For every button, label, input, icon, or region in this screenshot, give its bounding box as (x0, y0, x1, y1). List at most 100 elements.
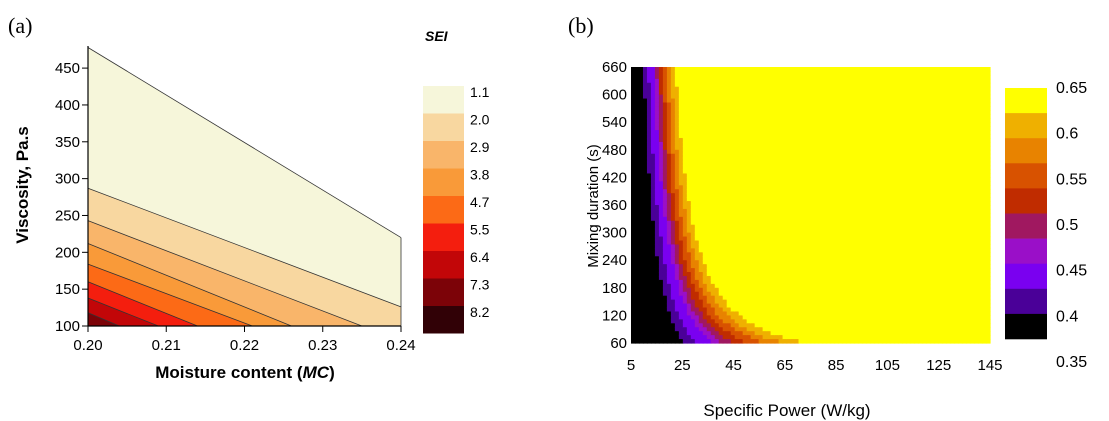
heat-cell (778, 272, 784, 277)
heat-cell (906, 205, 911, 210)
legend-swatch (423, 278, 464, 306)
heat-cell (870, 244, 875, 249)
heat-cell (718, 307, 724, 313)
heat-cell (878, 86, 883, 92)
heat-cell (650, 303, 656, 309)
heat-cell (730, 149, 736, 155)
heat-cell (806, 291, 812, 297)
heat-cell (638, 307, 644, 313)
heat-cell (862, 197, 867, 202)
heat-cell (631, 90, 636, 96)
heat-cell (762, 252, 768, 257)
heat-cell (858, 102, 863, 108)
heat-cell (774, 208, 780, 214)
heat-cell (702, 110, 708, 115)
heat-cell (702, 260, 708, 265)
heat-cell (698, 295, 704, 301)
heat-cell (726, 118, 732, 123)
heat-cell (638, 102, 644, 108)
heat-cell (842, 74, 847, 80)
heat-cell (834, 114, 840, 119)
heat-cell (714, 287, 720, 293)
heat-cell (678, 161, 684, 167)
heat-cell (726, 102, 732, 108)
heat-cell (810, 193, 816, 198)
heat-cell (786, 256, 792, 261)
heat-cell (778, 149, 784, 155)
heat-cell (662, 137, 668, 143)
heat-cell (794, 181, 800, 186)
heat-cell (718, 220, 724, 226)
heat-cell (766, 279, 772, 285)
heat-cell (786, 268, 792, 273)
heat-cell (738, 212, 744, 218)
heat-cell (902, 137, 907, 143)
heat-cell (750, 149, 756, 155)
heat-cell (758, 197, 764, 202)
heat-cell (662, 260, 668, 265)
heat-cell (682, 86, 688, 92)
heat-cell (854, 307, 859, 313)
heat-cell (702, 137, 708, 143)
heat-cell (906, 110, 911, 115)
contour-line (87, 297, 159, 327)
heat-cell (802, 74, 808, 80)
heat-cell (638, 256, 644, 261)
heat-cell (870, 106, 875, 111)
heat-cell (678, 126, 684, 131)
heat-cell (782, 161, 788, 167)
heat-cell (746, 228, 752, 234)
heat-cell (870, 236, 875, 242)
heat-cell (642, 331, 648, 336)
heat-cell (690, 181, 696, 186)
heat-cell (850, 232, 855, 238)
heat-cell (658, 114, 664, 119)
heat-cell (734, 197, 740, 202)
heat-cell (814, 114, 820, 119)
heat-cell (750, 161, 756, 167)
heat-cell (702, 339, 708, 344)
heat-cell (718, 339, 724, 344)
heat-cell (631, 287, 636, 293)
heat-cell (634, 169, 640, 175)
heat-cell (790, 339, 796, 344)
heat-cell (866, 181, 871, 186)
heat-cell (714, 205, 720, 210)
heat-cell (834, 177, 840, 182)
heat-cell (790, 98, 796, 104)
heat-cell (874, 220, 879, 226)
heat-cell (678, 287, 684, 293)
heat-cell (850, 299, 855, 305)
heat-cell (634, 205, 640, 210)
heat-cell (678, 275, 684, 281)
heat-cell (890, 102, 895, 108)
heat-cell (726, 339, 732, 344)
heat-cell (810, 165, 816, 171)
heat-cell (686, 90, 692, 96)
heat-cell (874, 94, 879, 100)
heat-cell (878, 264, 883, 269)
heat-cell (870, 185, 875, 190)
heat-cell (666, 236, 672, 242)
heat-cell (838, 236, 844, 242)
heat-cell (806, 169, 812, 175)
heat-cell (650, 260, 656, 265)
heat-cell (678, 201, 684, 206)
heat-cell (846, 141, 851, 147)
heat-cell (654, 189, 660, 194)
heat-cell (790, 122, 796, 127)
heat-cell (738, 272, 744, 277)
heat-cell (646, 197, 652, 202)
heat-cell (634, 272, 640, 277)
heat-cell (906, 177, 911, 182)
heat-cell (786, 90, 792, 96)
heat-cell (674, 220, 680, 226)
heat-cell (642, 327, 648, 332)
heat-cell (678, 134, 684, 139)
heat-cell (698, 208, 704, 214)
heat-cell (778, 275, 784, 281)
heat-cell (822, 67, 828, 72)
heat-cell (894, 216, 899, 222)
heat-cell (850, 153, 855, 159)
heat-cell (814, 327, 820, 332)
